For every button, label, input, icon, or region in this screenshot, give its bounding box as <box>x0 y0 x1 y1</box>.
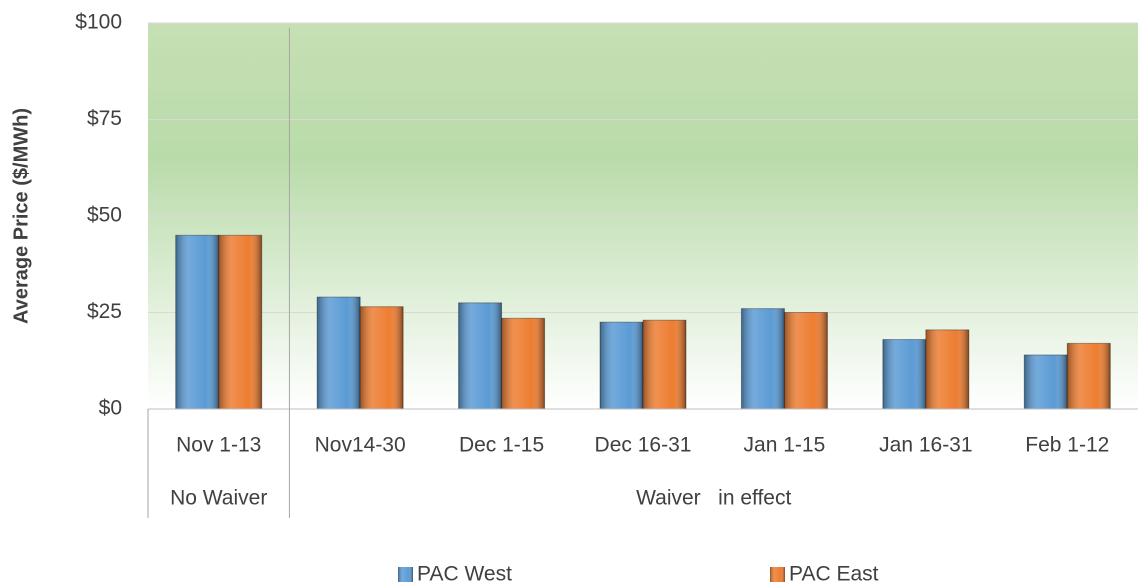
bar-highlight <box>925 329 969 409</box>
x-tick-label: Jan 1-15 <box>744 434 826 457</box>
bar-highlight <box>741 308 785 409</box>
bar-highlight <box>501 318 545 409</box>
bar-highlight <box>218 235 262 409</box>
bar-highlight <box>1024 354 1068 409</box>
x-tick-label: Dec 16-31 <box>595 434 692 457</box>
bar-highlight <box>317 297 361 409</box>
bar-highlight <box>643 320 686 409</box>
y-tick-label: $100 <box>75 11 122 34</box>
y-tick-label: $75 <box>87 107 122 130</box>
y-axis-title: Average Price ($/MWh) <box>10 108 32 324</box>
x-tick-label: Nov14-30 <box>315 434 406 457</box>
legend-swatch-shade <box>398 567 413 582</box>
x-tick-label: Jan 16-31 <box>879 434 972 457</box>
bar-highlight <box>458 302 502 409</box>
group-label: No Waiver <box>170 487 267 510</box>
group-label: Waiver in effect <box>636 487 791 510</box>
legend-swatch-shade <box>770 567 785 582</box>
bar-highlight <box>784 312 828 409</box>
bar-highlight <box>1067 343 1111 409</box>
x-tick-label: Dec 1-15 <box>459 434 544 457</box>
legend-label: PAC West <box>417 563 512 586</box>
bar-highlight <box>600 322 643 409</box>
x-tick-label: Feb 1-12 <box>1025 434 1109 457</box>
legend-label: PAC East <box>789 563 879 586</box>
bar-highlight <box>882 339 926 409</box>
bar-highlight <box>360 306 404 409</box>
x-tick-label: Nov 1-13 <box>176 434 261 457</box>
bar-highlight <box>175 235 219 409</box>
y-tick-label: $50 <box>87 204 122 227</box>
y-tick-label: $0 <box>99 397 122 420</box>
y-tick-label: $25 <box>87 300 122 323</box>
